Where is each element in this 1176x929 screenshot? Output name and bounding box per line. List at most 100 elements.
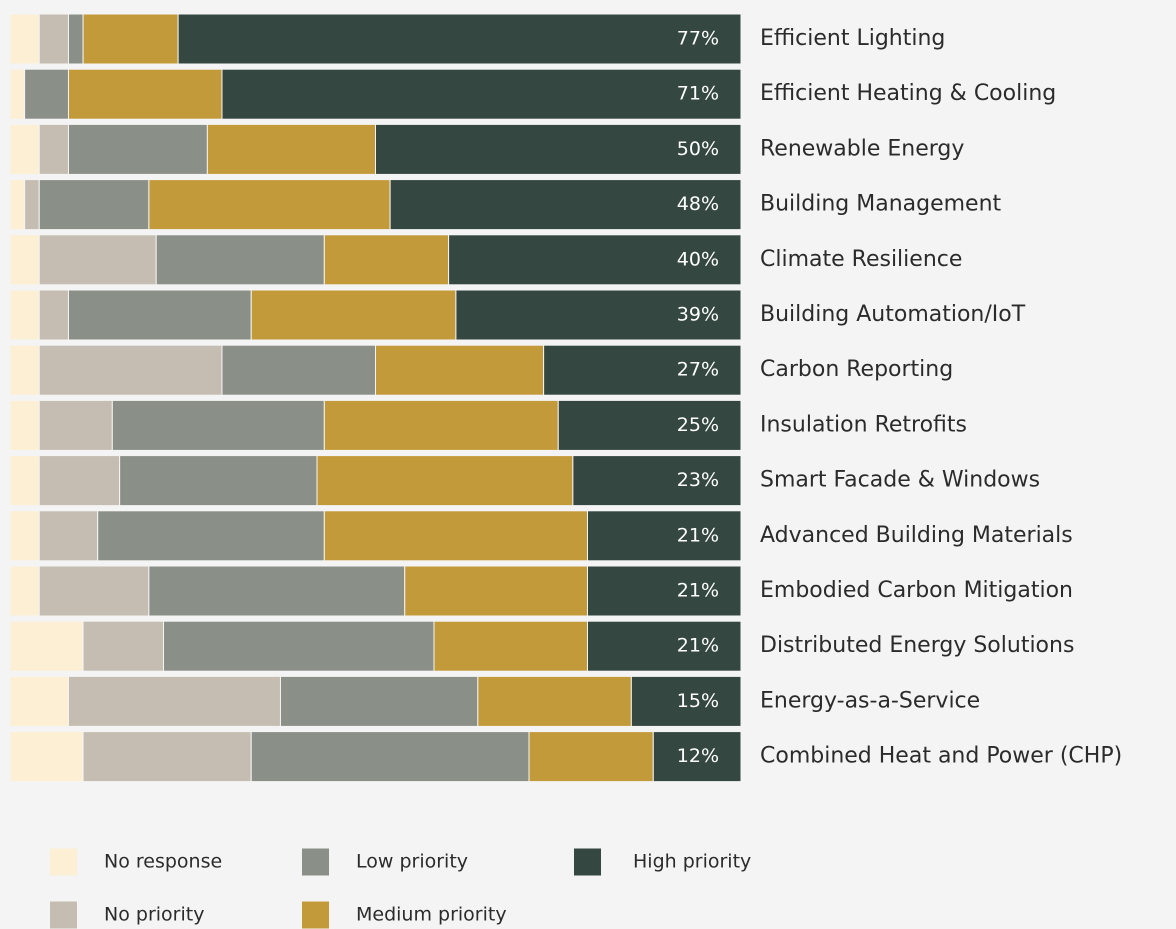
bar-segment <box>155 234 325 286</box>
bar-segment <box>316 455 574 507</box>
value-label: 12% <box>677 745 719 767</box>
bar-segment <box>279 675 479 727</box>
bar-segment <box>528 731 654 783</box>
bar-segment <box>433 620 588 672</box>
bar-segment <box>630 675 742 727</box>
legend-label: Low priority <box>356 851 468 873</box>
category-label: Carbon Reporting <box>760 357 953 382</box>
category-label: Insulation Retrofits <box>760 412 967 437</box>
bar-segment <box>9 399 40 451</box>
bar-segment <box>9 123 40 175</box>
category-label: Efficient Heating & Cooling <box>760 81 1056 106</box>
category-label: Building Management <box>760 192 1002 217</box>
legend-swatch <box>50 901 77 929</box>
value-label: 25% <box>677 414 719 436</box>
legend-label: Medium priority <box>356 904 507 926</box>
value-label: 40% <box>677 248 719 270</box>
bar-segment <box>323 234 450 286</box>
value-label: 77% <box>677 28 719 50</box>
bar-segment <box>9 620 84 672</box>
bar-segment <box>9 565 40 617</box>
bar-segment <box>586 620 742 672</box>
bar-segment <box>163 620 435 672</box>
legend-swatch <box>50 848 77 876</box>
bar-segment <box>67 675 281 727</box>
value-label: 21% <box>677 580 719 602</box>
value-label: 39% <box>677 304 719 326</box>
bar-segment <box>9 13 40 65</box>
bar-segment <box>477 675 632 727</box>
bar-segment <box>221 68 742 120</box>
bar-segment <box>206 123 376 175</box>
category-label: Renewable Energy <box>760 136 964 161</box>
bar-segment <box>9 731 84 783</box>
bar-segment <box>38 13 69 65</box>
category-label: Embodied Carbon Mitigation <box>760 578 1073 603</box>
bar-segment <box>557 399 742 451</box>
bar-segment <box>24 68 69 120</box>
legend-swatch <box>302 901 329 929</box>
bar-segment <box>148 565 406 617</box>
bar-segment <box>67 13 84 65</box>
bar-segment <box>38 289 69 341</box>
bar-segment <box>323 399 559 451</box>
value-label: 23% <box>677 469 719 491</box>
category-label: Climate Resilience <box>760 247 962 272</box>
bar-segment <box>38 123 69 175</box>
bar-segment <box>9 510 40 562</box>
bar-segment <box>9 68 26 120</box>
bar-segment <box>38 344 223 396</box>
bar-segment <box>586 565 742 617</box>
legend-swatch <box>574 848 601 876</box>
value-label: 71% <box>677 83 719 105</box>
bar-segment <box>572 455 742 507</box>
bar-segment <box>9 234 40 286</box>
bar-segment <box>97 510 325 562</box>
category-label: Efficient Lighting <box>760 26 945 51</box>
legend-label: No priority <box>104 904 204 926</box>
bar-segment <box>24 179 40 231</box>
bar-segment <box>250 289 457 341</box>
bar-segment <box>404 565 588 617</box>
bar-segment <box>67 289 252 341</box>
bar-segment <box>119 455 318 507</box>
bar-segment <box>586 510 742 562</box>
bar-segment <box>389 179 742 231</box>
bar-segment <box>455 289 742 341</box>
category-label: Advanced Building Materials <box>760 523 1073 548</box>
bar-segment <box>448 234 742 286</box>
category-label: Smart Facade & Windows <box>760 468 1040 493</box>
bar-segment <box>9 179 26 231</box>
legend-swatch <box>302 848 329 876</box>
legend-label: No response <box>104 851 222 873</box>
bar-segment <box>38 565 150 617</box>
bar-segment <box>82 13 179 65</box>
bar-segment <box>38 399 113 451</box>
value-label: 48% <box>677 193 719 215</box>
value-label: 50% <box>677 138 719 160</box>
bar-segment <box>375 344 545 396</box>
bar-segment <box>177 13 742 65</box>
legend-label: High priority <box>633 851 751 873</box>
category-label: Combined Heat and Power (CHP) <box>760 744 1122 769</box>
bar-segment <box>67 123 208 175</box>
value-label: 27% <box>677 359 719 381</box>
category-label: Building Automation/IoT <box>760 302 1026 327</box>
bar-segment <box>111 399 325 451</box>
bar-segment <box>221 344 376 396</box>
bar-segment <box>38 234 157 286</box>
bar-segment <box>250 731 530 783</box>
bar-segment <box>9 455 40 507</box>
bar-segment <box>67 68 223 120</box>
bar-segment <box>9 289 40 341</box>
bar-segment <box>82 620 165 672</box>
category-label: Energy-as-a-Service <box>760 688 980 713</box>
bar-segment <box>38 510 99 562</box>
bar-segment <box>652 731 742 783</box>
bar-segment <box>323 510 588 562</box>
bar-segment <box>375 123 742 175</box>
bar-segment <box>148 179 391 231</box>
bar-segment <box>38 455 121 507</box>
value-label: 21% <box>677 635 719 657</box>
